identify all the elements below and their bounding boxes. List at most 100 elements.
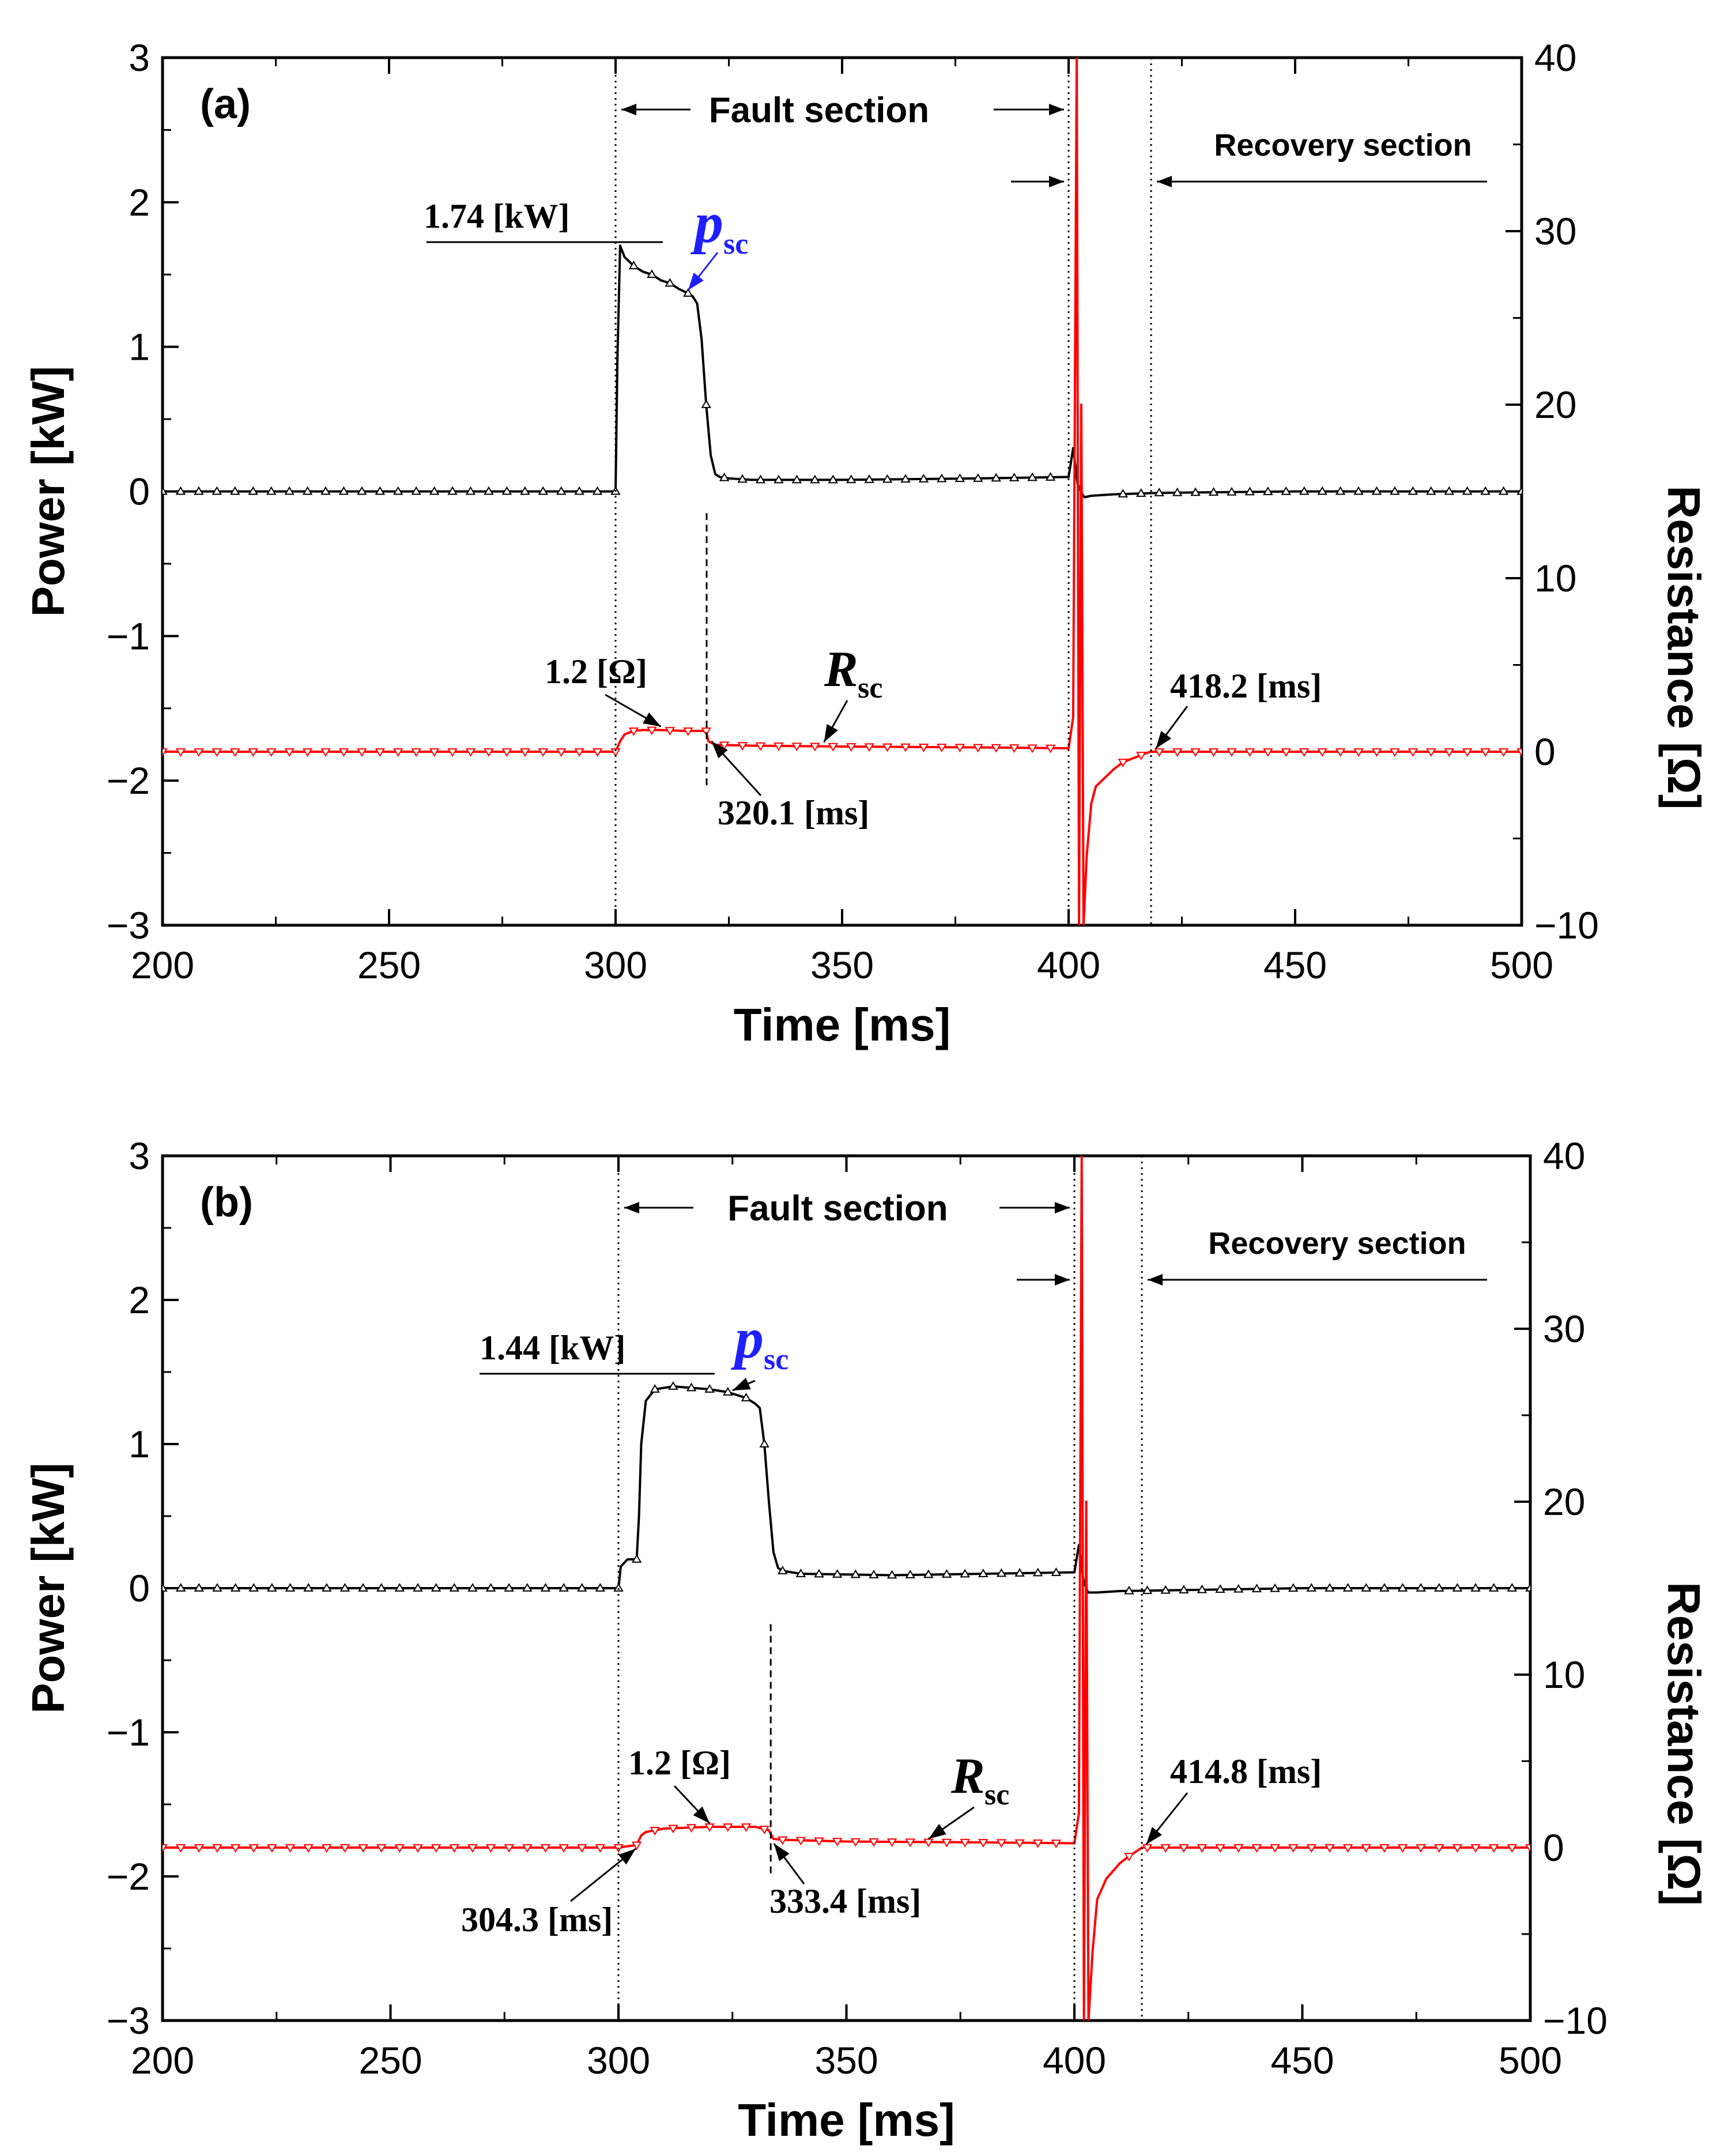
y-left-axis-label: Power [kW] <box>22 366 74 617</box>
marker-p_sc <box>759 1439 769 1448</box>
start-time-text: 304.3 [ms] <box>461 1901 613 1939</box>
marker-R_sc <box>230 748 240 757</box>
marker-R_sc <box>1342 1844 1353 1853</box>
marker-R_sc <box>665 727 676 736</box>
psc-label: p sc <box>730 1306 788 1392</box>
marker-p_sc <box>1462 486 1473 495</box>
marker-p_sc <box>358 1583 368 1592</box>
psc-subscript: sc <box>764 1343 788 1376</box>
marker-R_sc <box>1263 748 1273 757</box>
marker-R_sc <box>431 1844 442 1853</box>
x-tick-label: 400 <box>1037 944 1100 986</box>
fault-section-label: Fault section <box>624 1189 1070 1228</box>
marker-p_sc <box>650 1384 661 1393</box>
y-right-axis-label: Resistance [Ω] <box>1658 1582 1710 1906</box>
marker-R_sc <box>1353 748 1364 757</box>
arrow-head <box>1146 1827 1162 1845</box>
marker-R_sc <box>194 1844 205 1853</box>
marker-R_sc <box>302 748 313 757</box>
marker-p_sc <box>1444 486 1454 495</box>
marker-p_sc <box>1299 486 1310 495</box>
marker-p_sc <box>449 1583 459 1592</box>
recovery-section-label: Recovery section <box>1011 128 1487 187</box>
marker-p_sc <box>665 278 676 287</box>
y-right-tick-label: −10 <box>1534 904 1599 947</box>
marker-R_sc <box>973 744 983 753</box>
marker-R_sc <box>1045 744 1056 753</box>
marker-p_sc <box>1470 1583 1481 1592</box>
marker-R_sc <box>504 1844 514 1853</box>
marker-R_sc <box>668 1825 678 1834</box>
marker-p_sc <box>832 1569 843 1578</box>
arrow-head <box>1156 730 1172 749</box>
marker-p_sc <box>1325 1583 1335 1592</box>
marker-p_sc <box>686 1382 697 1392</box>
marker-p_sc <box>937 473 947 483</box>
marker-p_sc <box>704 1384 715 1393</box>
marker-R_sc <box>864 743 874 752</box>
panel-label: (a) <box>200 81 251 127</box>
marker-p_sc <box>1045 472 1056 481</box>
marker-R_sc <box>212 748 222 757</box>
marker-R_sc <box>1032 1840 1043 1848</box>
marker-p_sc <box>1452 1583 1463 1592</box>
x-tick-label: 250 <box>357 944 421 986</box>
marker-p_sc <box>996 1568 1007 1577</box>
marker-R_sc <box>1488 1844 1499 1853</box>
peak-power-annotation: 1.44 [kW] <box>480 1329 715 1375</box>
marker-p_sc <box>320 486 331 495</box>
marker-p_sc <box>375 486 386 495</box>
arrow-head <box>1055 1274 1070 1286</box>
marker-R_sc <box>741 1823 752 1832</box>
marker-R_sc <box>886 1838 897 1847</box>
marker-R_sc <box>1154 748 1164 757</box>
marker-R_sc <box>522 1844 533 1853</box>
arrow-head <box>1157 176 1172 187</box>
marker-R_sc <box>778 1836 788 1845</box>
start-time-arrow <box>570 1848 636 1902</box>
marker-p_sc <box>163 486 168 495</box>
y-left-tick-label: −2 <box>107 1855 150 1898</box>
marker-R_sc <box>918 743 929 752</box>
rsc-symbol: R <box>824 642 858 698</box>
series-p_sc <box>163 244 1522 499</box>
marker-p_sc <box>900 474 911 483</box>
marker-R_sc <box>923 1838 934 1848</box>
marker-p_sc <box>978 1569 988 1577</box>
marker-p_sc <box>1172 487 1183 496</box>
x-axis-label: Time [ms] <box>738 2094 954 2146</box>
y-left-tick-label: −1 <box>107 615 150 657</box>
marker-R_sc <box>1172 748 1183 757</box>
marker-R_sc <box>610 748 621 757</box>
marker-p_sc <box>991 473 1001 482</box>
marker-R_sc <box>850 1838 861 1847</box>
psc-arrow <box>732 1377 756 1392</box>
x-tick-label: 300 <box>587 2039 650 2082</box>
marker-p_sc <box>1136 488 1146 497</box>
marker-p_sc <box>886 1570 897 1579</box>
fault-section-label: Fault section <box>621 91 1064 130</box>
marker-p_sc <box>302 486 313 495</box>
marker-p_sc <box>1208 487 1219 496</box>
y-left-axis-label: Power [kW] <box>22 1463 74 1714</box>
y-left-tick-label: −3 <box>107 1999 150 2042</box>
marker-R_sc <box>719 741 730 751</box>
marker-p_sc <box>393 486 403 495</box>
recovery-section-text: Recovery section <box>1208 1226 1466 1261</box>
marker-p_sc <box>163 1583 168 1592</box>
peak-power-text: 1.44 [kW] <box>480 1329 625 1367</box>
marker-R_sc <box>795 1837 806 1846</box>
r-value-arrow <box>673 1785 711 1825</box>
marker-p_sc <box>175 1583 186 1592</box>
marker-p_sc <box>869 1570 879 1578</box>
marker-R_sc <box>338 748 349 757</box>
marker-p_sc <box>1416 1583 1426 1592</box>
marker-R_sc <box>1507 1844 1518 1853</box>
marker-R_sc <box>937 744 947 753</box>
marker-R_sc <box>501 748 512 757</box>
marker-R_sc <box>1426 748 1436 757</box>
series-R_sc <box>163 58 1522 925</box>
marker-R_sc <box>1142 1844 1153 1853</box>
marker-p_sc <box>723 1387 733 1396</box>
quench-time-arrow <box>773 1843 805 1884</box>
